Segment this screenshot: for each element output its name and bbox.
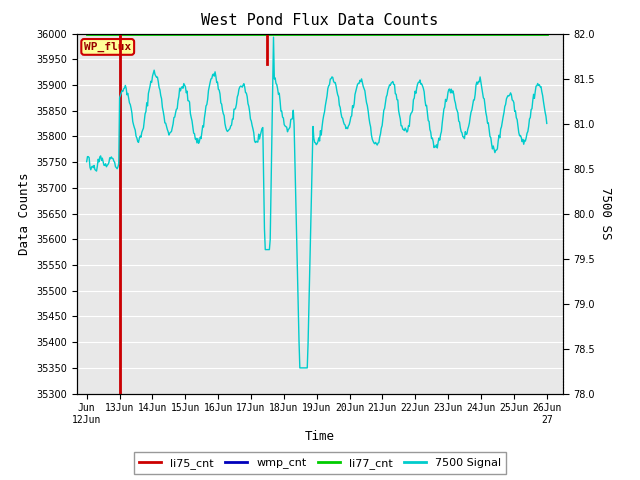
Legend: li75_cnt, wmp_cnt, li77_cnt, 7500 Signal: li75_cnt, wmp_cnt, li77_cnt, 7500 Signal [134,453,506,474]
Text: WP_flux: WP_flux [84,42,131,52]
Title: West Pond Flux Data Counts: West Pond Flux Data Counts [202,13,438,28]
Y-axis label: 7500 SS: 7500 SS [599,187,612,240]
Y-axis label: Data Counts: Data Counts [17,172,31,255]
X-axis label: Time: Time [305,431,335,444]
